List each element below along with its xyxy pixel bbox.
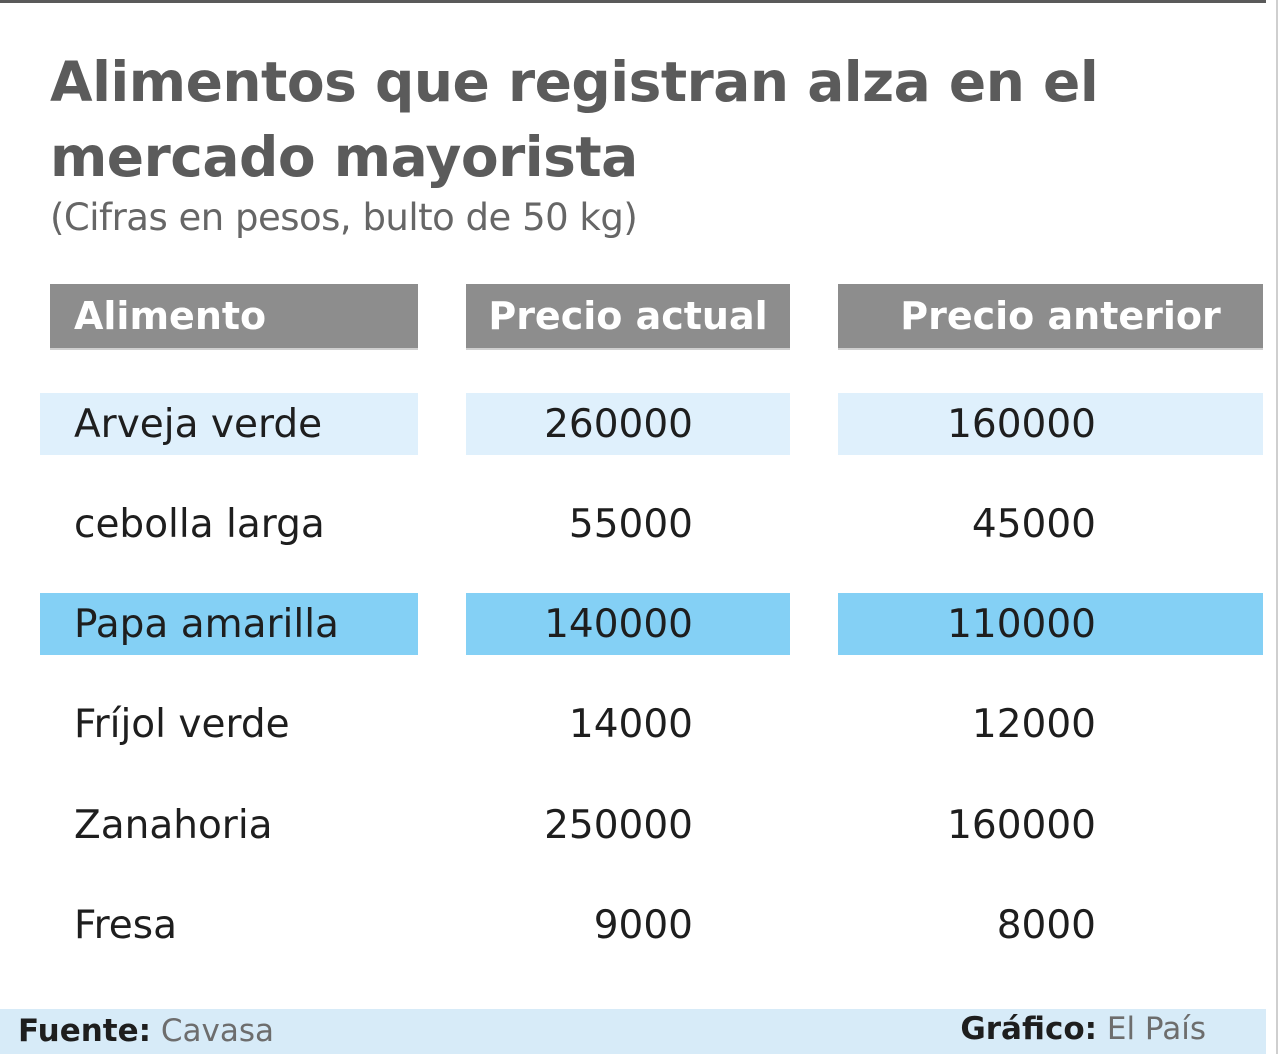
right-border [1266,0,1281,1054]
cell-precio-anterior: 12000 [971,701,1096,747]
cell-precio-actual: 55000 [568,501,693,547]
cell-precio-anterior: 160000 [838,393,1263,455]
cell-alimento: Zanahoria [74,802,273,848]
source-label: Fuente: [18,1013,152,1049]
cell-precio-actual: 9000 [593,902,693,948]
cell-precio-anterior: 160000 [947,802,1096,848]
cell-alimento: Arveja verde [40,393,418,455]
cell-alimento: Papa amarilla [40,593,418,655]
cell-precio-anterior: 8000 [996,902,1096,948]
cell-alimento: Fresa [74,902,177,948]
cell-precio-actual: 260000 [466,393,790,455]
header-precio-actual: Precio actual [466,284,790,350]
header-alimento: Alimento [50,284,418,350]
cell-precio-actual: 14000 [568,701,693,747]
top-rule [0,0,1266,3]
graphic-value: El País [1106,1011,1206,1047]
chart-title: Alimentos que registran alza en el merca… [50,50,1099,189]
cell-precio-anterior: 45000 [971,501,1096,547]
cell-precio-anterior: 110000 [838,593,1263,655]
chart-subtitle: (Cifras en pesos, bulto de 50 kg) [50,196,638,239]
source-credit: Fuente: Cavasa [18,1013,274,1049]
cell-precio-actual: 250000 [544,802,693,848]
cell-alimento: cebolla larga [74,501,325,547]
graphic-credit: Gráfico: El País [960,1011,1206,1047]
graphic-label: Gráfico: [960,1011,1098,1047]
cell-precio-actual: 140000 [466,593,790,655]
cell-alimento: Fríjol verde [74,701,290,747]
footer: Fuente: Cavasa Gráfico: El País [0,1009,1266,1054]
source-value: Cavasa [160,1013,275,1049]
header-precio-anterior: Precio anterior [838,284,1263,350]
